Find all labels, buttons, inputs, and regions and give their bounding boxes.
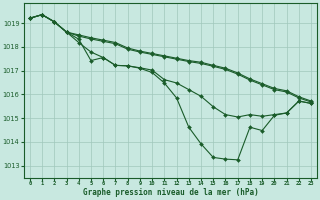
X-axis label: Graphe pression niveau de la mer (hPa): Graphe pression niveau de la mer (hPa) — [83, 188, 258, 197]
